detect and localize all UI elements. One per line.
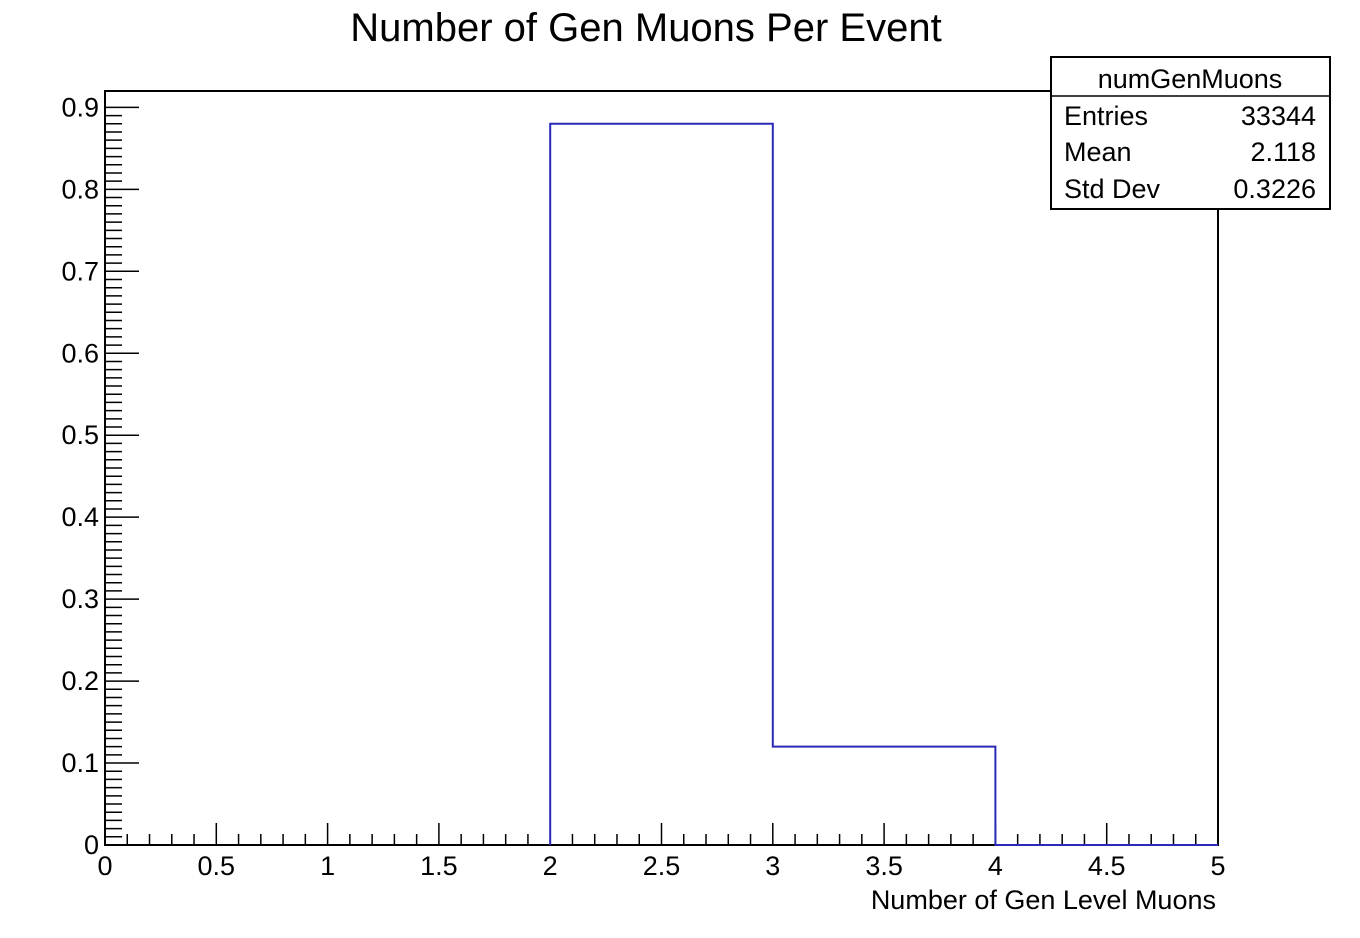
stats-mean-value: 2.118	[1250, 137, 1316, 167]
y-tick-label: 0.5	[61, 420, 99, 450]
y-tick-label: 0.6	[61, 338, 99, 368]
histogram-bin	[550, 124, 773, 845]
x-tick-label: 2	[543, 851, 558, 881]
stats-entries-value: 33344	[1241, 101, 1316, 131]
x-tick-label: 0.5	[198, 851, 236, 881]
x-tick-label: 0	[97, 851, 112, 881]
stats-stddev-value: 0.3226	[1233, 174, 1316, 204]
x-axis-title: Number of Gen Level Muons	[871, 885, 1216, 915]
x-tick-label: 4.5	[1088, 851, 1126, 881]
x-tick-label: 5	[1210, 851, 1225, 881]
stats-box-frame	[1050, 56, 1331, 210]
y-tick-label: 0.8	[61, 174, 99, 204]
x-tick-label: 3.5	[865, 851, 903, 881]
y-tick-label: 0.4	[61, 502, 99, 532]
chart-title: Number of Gen Muons Per Event	[350, 6, 941, 50]
y-tick-label: 0	[84, 830, 99, 860]
x-tick-label: 3	[765, 851, 780, 881]
stats-box: numGenMuons Entries 33344 Mean 2.118 Std…	[1050, 56, 1331, 210]
x-tick-label: 1	[320, 851, 335, 881]
y-tick-label: 0.3	[61, 584, 99, 614]
x-tick-label: 2.5	[643, 851, 681, 881]
x-axis: 0 0.5 1 1.5 2 2.5 3 3.5 4 4.5 5	[97, 823, 1226, 881]
y-tick-label: 0.2	[61, 666, 99, 696]
y-axis: 0 0.1 0.2 0.3 0.4 0.5 0.6 0.7 0.8 0.9	[61, 92, 139, 860]
x-tick-label: 4	[988, 851, 1003, 881]
y-tick-label: 0.1	[61, 748, 99, 778]
histogram-outline	[549, 122, 1218, 846]
y-tick-label: 0.7	[61, 256, 99, 286]
y-tick-label: 0.9	[61, 92, 99, 122]
stats-box-name: numGenMuons	[1098, 64, 1283, 94]
stats-stddev-label: Std Dev	[1064, 174, 1161, 204]
stats-entries-label: Entries	[1064, 101, 1148, 131]
stats-mean-label: Mean	[1064, 137, 1132, 167]
x-tick-label: 1.5	[420, 851, 458, 881]
